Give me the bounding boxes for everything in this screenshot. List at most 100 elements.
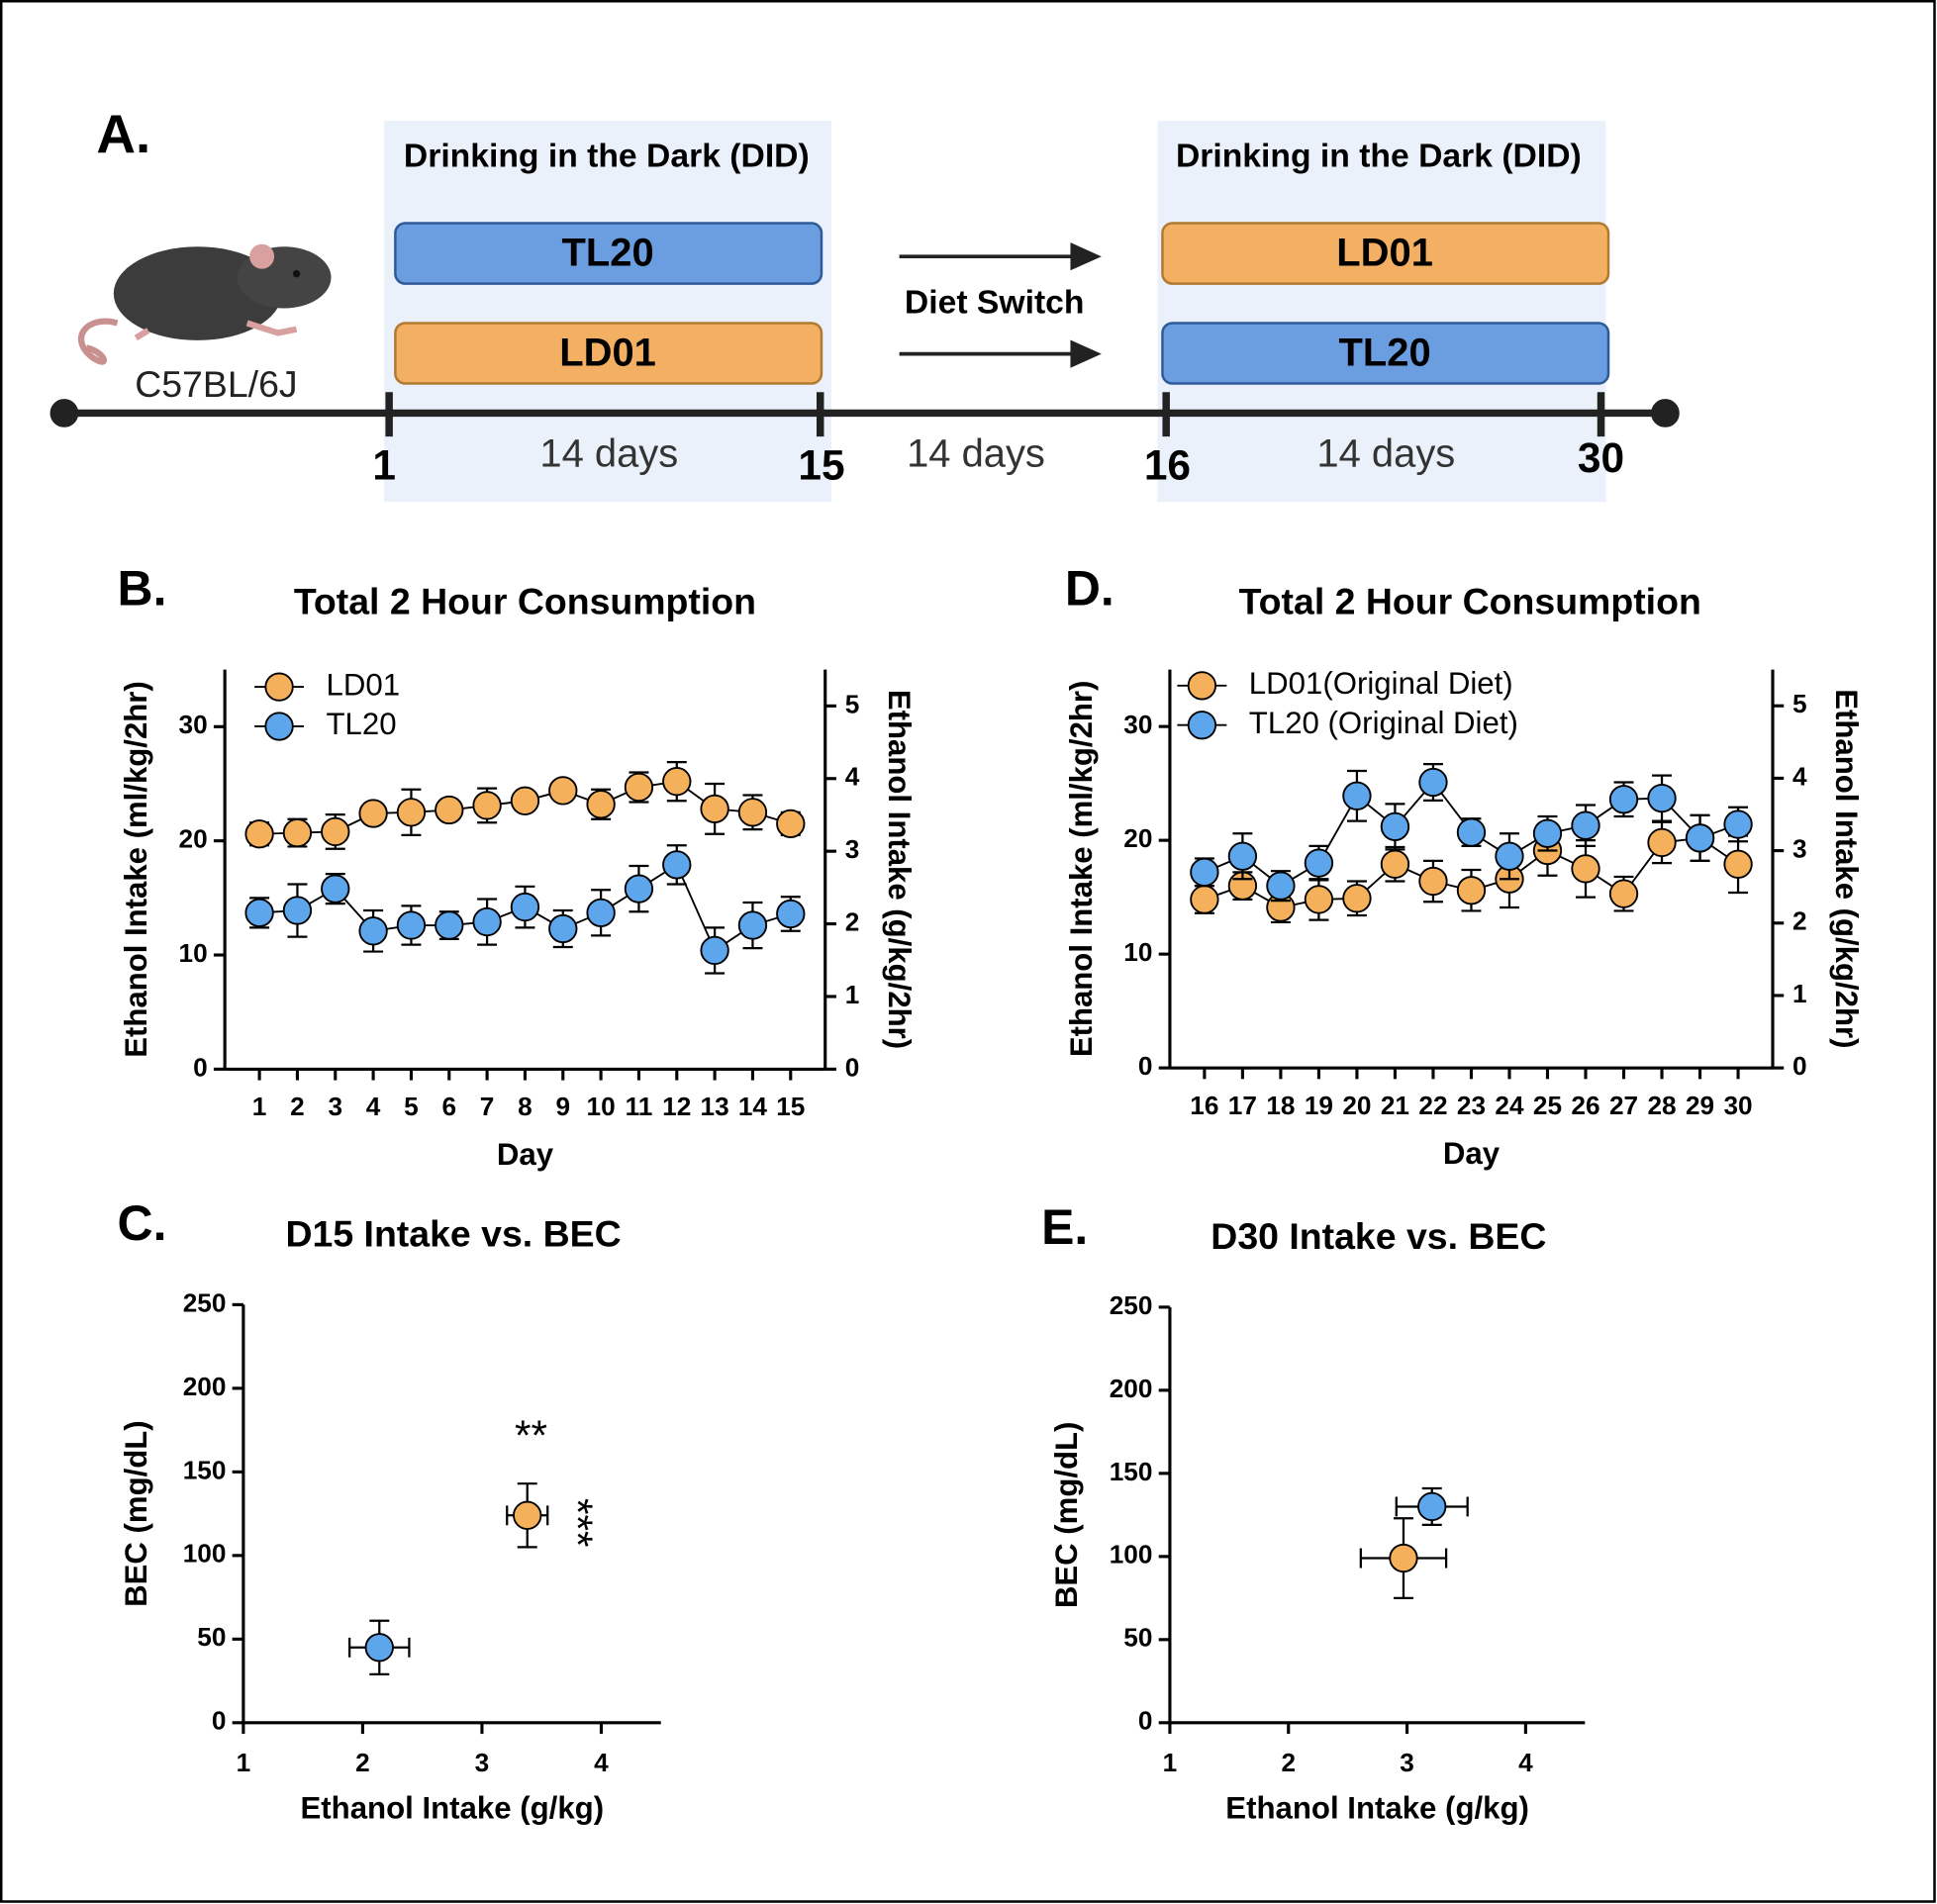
marker [364,1633,394,1663]
x-axis-label: Ethanol Intake (g/kg) [300,1791,604,1826]
y-tick-label: 50 [1123,1623,1152,1653]
x-tick-label: 2 [355,1748,370,1777]
y-tick-label: 0 [1138,1706,1153,1736]
chart-title: D30 Intake vs. BEC [1211,1215,1546,1257]
diet-label: TL20 [561,232,653,275]
x-axis-label: Ethanol Intake (g/kg) [1225,1791,1529,1826]
marker [1456,817,1487,847]
marker [1389,1543,1418,1573]
y2-tick-label: 0 [1792,1051,1807,1081]
x-tick-label: 3 [1400,1748,1414,1777]
marker [435,795,464,825]
marker [548,776,578,806]
y2-tick-label: 0 [845,1052,860,1082]
y-tick-label: 250 [1110,1290,1153,1320]
marker [282,817,313,848]
x-tick-label: 2 [1281,1748,1296,1777]
legend-marker [264,672,294,702]
y2-tick-label: 4 [845,762,860,792]
annotation: *** [554,1498,601,1547]
marker [510,892,540,922]
x-tick-label: 1 [237,1748,251,1777]
diet-label: TL20 [1339,331,1431,374]
marker [510,786,540,815]
marker [700,935,729,966]
phase-title: Drinking in the Dark (DID) [404,138,810,174]
marker [435,910,464,940]
y2-tick-label: 5 [1792,689,1807,718]
x-tick-label: 17 [1228,1091,1257,1120]
phase-title: Drinking in the Dark (DID) [1176,138,1582,174]
marker [1723,809,1753,839]
marker [662,850,692,880]
x-tick-label: 12 [662,1092,691,1121]
legend-label: LD01 [326,667,400,702]
marker [513,1500,542,1530]
marker [586,790,616,819]
x-tick-label: 24 [1495,1091,1524,1120]
y-tick-label: 30 [1123,710,1152,739]
marker [1647,783,1677,813]
y2-tick-label: 1 [845,980,860,1009]
x-tick-label: 19 [1305,1091,1333,1120]
panel-a: A. Drinking in the Dark (DID) Drinking i… [49,103,1680,503]
marker [244,819,274,849]
y-tick-label: 250 [183,1287,227,1317]
x-tick-label: 15 [776,1092,805,1121]
marker [776,899,806,929]
marker [321,874,350,904]
y-tick-label: 0 [1138,1051,1153,1081]
x-tick-label: 5 [404,1092,419,1121]
diet-bar [394,322,823,385]
y2-tick-label: 2 [845,907,860,937]
marker [1608,879,1639,908]
diet-label: LD01 [559,331,656,374]
marker [1380,811,1410,841]
marker [1571,854,1600,884]
y-axis-label: BEC (mg/dL) [1049,1422,1084,1609]
chart-title: Total 2 Hour Consumption [1239,580,1701,621]
marker [737,798,768,827]
marker [1495,841,1524,871]
marker [1190,885,1219,914]
marker [396,798,427,827]
y-tick-label: 150 [1110,1457,1153,1486]
panel-label: E. [1041,1199,1088,1255]
x-tick-label: 7 [480,1092,495,1121]
chart-title: Total 2 Hour Consumption [294,580,756,621]
panel-label: D. [1065,560,1114,616]
marker [1647,827,1677,858]
diet-label: LD01 [1336,232,1433,275]
x-tick-label: 4 [1518,1748,1533,1777]
panel-label: B. [118,560,167,616]
y-tick-label: 50 [197,1622,226,1652]
legend-marker [1187,711,1217,740]
arrows [899,242,1102,368]
y2-tick-label: 4 [1792,761,1807,791]
marker [321,816,350,847]
marker [1380,849,1410,879]
marker [1190,857,1219,887]
marker [737,910,768,940]
y2-tick-label: 3 [845,834,860,864]
marker [624,874,654,904]
panel-label: C. [118,1195,167,1251]
marker [472,906,502,937]
x-tick-label: 28 [1647,1091,1676,1120]
y2-tick-label: 5 [845,689,860,718]
diet-bar [1161,222,1610,285]
marker [586,898,616,927]
panel-label: A. [96,103,150,164]
y-tick-label: 0 [193,1052,208,1082]
duration: 14 days [539,432,678,476]
x-tick-label: 2 [290,1092,305,1121]
marker [1456,876,1487,905]
x-tick-label: 23 [1457,1091,1486,1120]
x-tick-label: 22 [1418,1091,1447,1120]
chart-title: D15 Intake vs. BEC [285,1213,621,1255]
y-tick-label: 100 [1110,1540,1153,1570]
marker [548,913,578,944]
marker [1266,871,1296,901]
